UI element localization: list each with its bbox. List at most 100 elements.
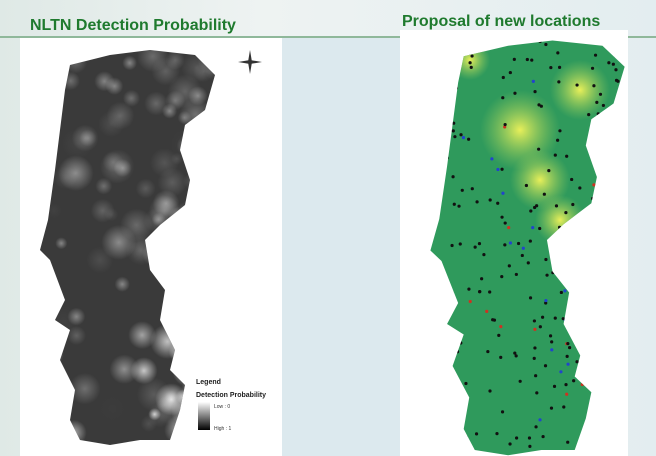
station <box>486 349 490 354</box>
station <box>495 432 499 436</box>
station <box>575 360 579 364</box>
texture <box>162 103 178 119</box>
station <box>482 252 486 257</box>
station <box>544 42 548 47</box>
station <box>566 362 570 366</box>
texture <box>55 237 68 250</box>
station <box>528 296 533 300</box>
station <box>538 325 542 329</box>
elevation <box>550 60 610 120</box>
texture <box>53 165 78 190</box>
right-title: Proposal of new locations <box>402 13 600 30</box>
station <box>496 201 500 205</box>
station <box>614 68 618 72</box>
station <box>503 221 507 225</box>
station <box>524 183 528 188</box>
station <box>452 121 456 125</box>
texture <box>122 55 137 71</box>
station <box>480 277 484 281</box>
station <box>468 61 472 65</box>
station <box>491 318 495 322</box>
station <box>570 177 574 182</box>
station <box>531 79 535 83</box>
texture <box>165 50 185 70</box>
station <box>578 186 582 190</box>
station <box>537 147 541 151</box>
station <box>572 379 576 383</box>
station <box>513 351 517 355</box>
station <box>529 209 533 213</box>
station <box>548 334 553 338</box>
station <box>533 90 537 94</box>
station <box>475 200 479 204</box>
station <box>549 65 553 70</box>
station <box>554 204 559 208</box>
legend-title: Legend <box>196 379 221 386</box>
station <box>520 253 524 258</box>
texture <box>67 326 86 346</box>
station <box>453 135 457 139</box>
station <box>568 346 572 350</box>
station <box>460 188 464 192</box>
station <box>564 383 568 387</box>
station <box>575 83 579 87</box>
station <box>611 62 615 66</box>
station <box>507 225 511 230</box>
legend-low: Low : 0 <box>214 404 230 410</box>
station <box>557 80 561 84</box>
station <box>485 309 489 313</box>
station <box>527 436 532 440</box>
station <box>500 275 504 279</box>
station <box>556 51 560 55</box>
texture <box>128 321 157 350</box>
station <box>477 242 482 246</box>
station <box>458 242 462 246</box>
station <box>513 91 517 95</box>
station <box>464 381 468 386</box>
left-title: NLTN Detection Probability <box>30 17 236 34</box>
station <box>601 103 605 108</box>
station <box>563 289 567 293</box>
station <box>566 440 570 444</box>
station <box>534 425 538 429</box>
station <box>488 389 492 393</box>
texture <box>114 276 130 292</box>
station <box>590 66 595 70</box>
station <box>451 129 455 133</box>
texture <box>122 91 136 105</box>
station <box>553 153 557 157</box>
station <box>538 418 542 422</box>
station <box>514 436 519 440</box>
station <box>500 215 504 219</box>
title-rule <box>0 36 656 38</box>
station <box>533 327 537 331</box>
station <box>540 315 545 319</box>
station <box>592 183 596 187</box>
station <box>533 205 537 210</box>
texture <box>123 89 141 107</box>
station <box>528 444 532 448</box>
station <box>559 290 563 295</box>
station <box>544 257 548 262</box>
station <box>457 204 461 208</box>
texture <box>137 50 169 73</box>
legend-ramp <box>198 402 210 430</box>
station <box>516 241 521 246</box>
station <box>514 272 518 277</box>
station <box>592 84 596 88</box>
station <box>616 79 620 83</box>
station <box>549 406 554 410</box>
legend-high: High : 1 <box>214 426 231 432</box>
texture <box>94 71 115 92</box>
texture <box>90 198 115 223</box>
legend-subtitle: Detection Probability <box>196 392 266 399</box>
station <box>587 113 591 117</box>
station <box>501 75 505 80</box>
texture <box>97 393 128 424</box>
station <box>525 57 529 62</box>
station <box>565 392 569 396</box>
station <box>593 53 598 57</box>
station <box>547 169 551 173</box>
station <box>556 138 560 142</box>
station <box>565 154 569 158</box>
